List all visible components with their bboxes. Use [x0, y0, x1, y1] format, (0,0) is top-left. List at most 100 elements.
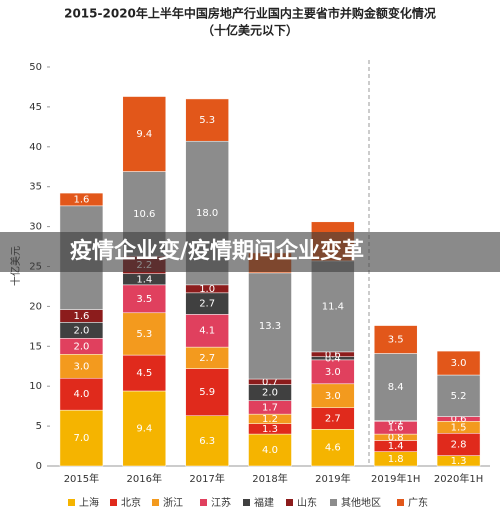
value-label: 2.7 — [325, 414, 341, 425]
bar-segment — [185, 98, 229, 142]
bar-segment — [59, 377, 104, 411]
value-label: 2.7 — [199, 299, 215, 310]
value-label: 5.3 — [136, 329, 152, 340]
y-tick-label: 35 — [29, 182, 42, 193]
bar-segment — [59, 192, 104, 207]
y-tick-label: 45 — [29, 102, 42, 113]
value-label: 13.3 — [259, 321, 281, 332]
chart-title: 2015-2020年上半年中国房地产行业国内主要省市并购金额变化情况 — [64, 6, 436, 21]
bar-segment — [122, 96, 167, 172]
y-tick-label: 0 — [36, 461, 42, 472]
bar-segment — [122, 284, 167, 314]
value-label: 9.4 — [136, 423, 152, 434]
x-tick-label: 2019年1H — [371, 472, 420, 485]
value-label: 1.4 — [136, 274, 152, 285]
value-label: 3.0 — [325, 367, 341, 378]
x-tick-label: 2018年 — [252, 472, 287, 485]
bar-segment — [185, 368, 229, 416]
bar-segment — [248, 433, 292, 467]
legend-swatch — [397, 499, 404, 506]
bar-segment — [185, 415, 229, 467]
value-label: 2.0 — [73, 341, 89, 352]
value-label: 0.7 — [262, 377, 278, 388]
y-tick-label: 40 — [29, 142, 42, 153]
bar-segment — [311, 429, 355, 467]
value-label: 4.0 — [262, 445, 278, 456]
bar-segment — [248, 272, 292, 380]
legend-swatch — [110, 499, 117, 506]
value-label: 1.0 — [199, 284, 215, 295]
value-label: 1.6 — [73, 311, 89, 322]
chart-subtitle: （十亿美元以下） — [202, 23, 298, 38]
value-label: 1.3 — [451, 456, 467, 467]
x-tick-label: 2019年 — [315, 472, 350, 485]
value-label: 2.8 — [451, 439, 467, 450]
value-label: 3.0 — [325, 391, 341, 402]
bar-segment — [122, 354, 167, 392]
x-tick-label: 2020年1H — [434, 472, 483, 485]
value-label: 9.4 — [136, 129, 152, 140]
value-label: 0.4 — [325, 353, 341, 364]
value-label: 5.2 — [451, 391, 467, 402]
legend-label: 福建 — [254, 496, 274, 509]
value-label: 3.5 — [388, 335, 404, 346]
x-tick-label: 2015年 — [64, 472, 99, 485]
value-label: 1.5 — [451, 422, 467, 433]
bar-segment — [373, 353, 418, 421]
y-tick-label: 30 — [29, 222, 42, 233]
legend-label: 其他地区 — [341, 496, 381, 509]
y-tick-label: 5 — [36, 421, 42, 432]
value-label: 4.5 — [136, 368, 152, 379]
value-label: 18.0 — [196, 208, 218, 219]
y-tick-label: 15 — [29, 341, 42, 352]
value-label: 3.0 — [73, 361, 89, 372]
value-label: 1.6 — [73, 194, 89, 205]
value-label: 2.0 — [262, 388, 278, 399]
value-label: 0.6 — [325, 349, 341, 360]
legend-label: 山东 — [297, 496, 317, 509]
x-tick-label: 2016年 — [127, 472, 162, 485]
legend-label: 北京 — [121, 496, 141, 509]
legend-swatch — [152, 499, 159, 506]
legend-swatch — [286, 499, 293, 506]
value-label: 1.4 — [388, 441, 404, 452]
legend-label: 上海 — [79, 496, 99, 509]
value-label: 4.6 — [325, 443, 341, 454]
legend-label: 广东 — [408, 496, 428, 509]
value-label: 8.4 — [388, 382, 404, 393]
value-label: 7.0 — [73, 433, 89, 444]
value-label: 4.0 — [73, 389, 89, 400]
bar-segment — [122, 390, 167, 467]
value-label: 1.3 — [262, 424, 278, 435]
y-tick-label: 10 — [29, 381, 42, 392]
value-label: 0.8 — [388, 432, 404, 443]
value-label: 1.8 — [388, 454, 404, 465]
legend-label: 浙江 — [163, 497, 183, 509]
overlay-banner: 疫情企业变/疫情期间企业变革 — [0, 232, 500, 272]
value-label: 1.7 — [262, 402, 278, 413]
y-tick-label: 20 — [29, 301, 42, 312]
value-label: 2.0 — [73, 325, 89, 336]
value-label: 6.3 — [199, 436, 215, 447]
legend-label: 江苏 — [211, 496, 231, 509]
value-label: 1.2 — [262, 414, 278, 425]
value-label: 2.7 — [199, 353, 215, 364]
bar-segment — [59, 409, 104, 467]
value-label: 11.4 — [322, 301, 344, 312]
bar-segment — [185, 314, 229, 348]
legend-swatch — [243, 499, 250, 506]
legend-swatch — [68, 499, 75, 506]
value-label: 3.5 — [136, 294, 152, 305]
value-label: 4.1 — [199, 326, 215, 337]
bar-segment — [311, 260, 355, 353]
bar-segment — [436, 350, 481, 376]
value-label: 5.9 — [199, 387, 215, 398]
value-label: 0.1 — [388, 416, 404, 427]
bar-segment — [436, 374, 481, 417]
value-label: 5.3 — [199, 115, 215, 126]
value-label: 1.6 — [388, 423, 404, 434]
x-tick-label: 2017年 — [189, 472, 224, 485]
legend-swatch — [200, 499, 207, 506]
legend-swatch — [330, 499, 337, 506]
